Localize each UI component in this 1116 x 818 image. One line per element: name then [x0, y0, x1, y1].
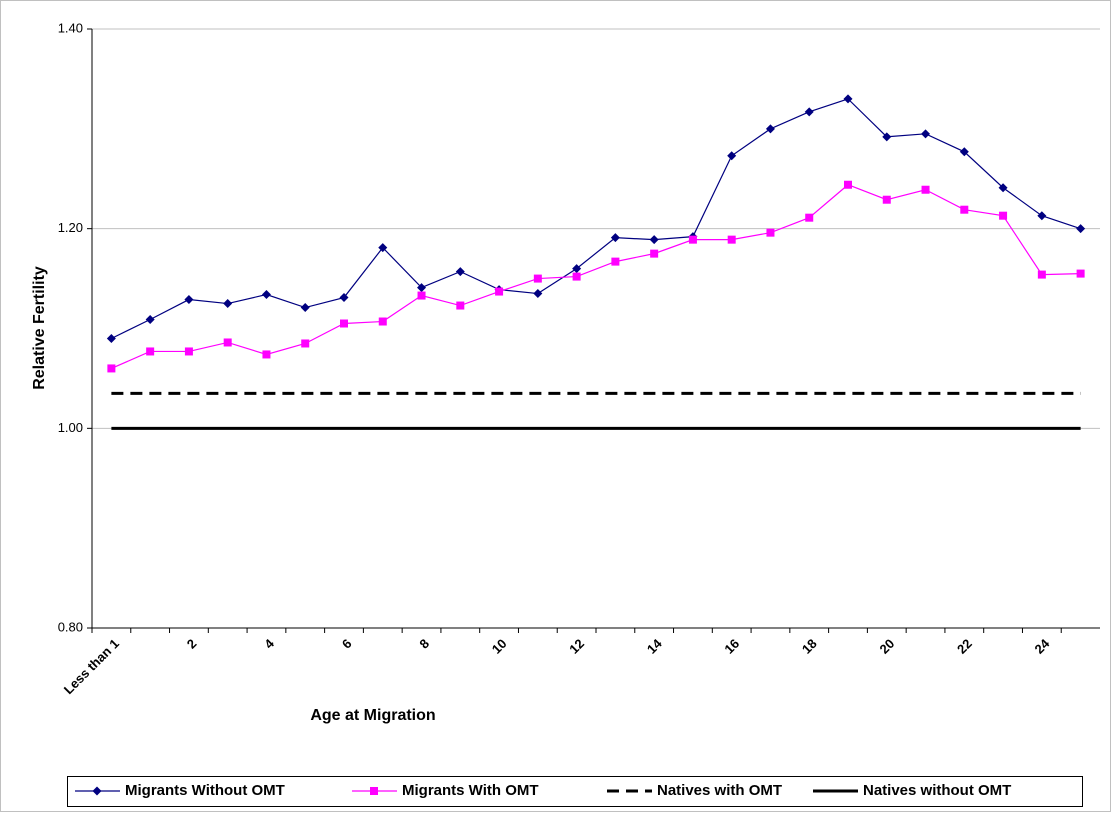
line — [111, 184, 1081, 369]
marker — [999, 211, 1008, 220]
marker — [417, 283, 427, 293]
legend-label: Migrants With OMT — [402, 782, 539, 799]
marker — [301, 339, 310, 348]
marker — [921, 129, 931, 139]
marker — [804, 107, 814, 117]
marker — [844, 180, 852, 189]
marker — [611, 257, 620, 266]
marker — [649, 235, 659, 245]
marker — [766, 228, 775, 237]
marker — [107, 364, 116, 373]
marker — [339, 293, 349, 303]
marker — [300, 303, 310, 313]
series — [107, 180, 1085, 373]
marker — [805, 213, 814, 222]
marker — [882, 195, 891, 204]
marker — [998, 183, 1008, 193]
marker — [417, 291, 426, 300]
marker — [261, 290, 271, 300]
x-axis-title: Age at Migration — [310, 707, 435, 724]
series — [106, 94, 1086, 343]
marker — [456, 301, 465, 310]
marker — [960, 205, 969, 214]
marker — [1076, 224, 1086, 234]
marker — [650, 249, 659, 258]
legend-label: Natives with OMT — [657, 782, 782, 799]
marker — [378, 243, 388, 253]
marker — [572, 272, 581, 281]
y-tick-label: 1.00 — [58, 420, 83, 435]
marker — [1076, 269, 1085, 278]
marker — [223, 299, 233, 309]
marker — [184, 295, 194, 305]
marker — [688, 235, 697, 244]
marker — [145, 315, 155, 325]
marker — [533, 289, 543, 299]
marker — [572, 264, 582, 274]
marker — [223, 338, 232, 347]
marker — [843, 94, 853, 104]
y-axis-title: Relative Fertility — [31, 266, 48, 390]
marker — [262, 350, 271, 359]
marker — [610, 233, 620, 243]
marker — [921, 185, 930, 194]
marker — [727, 235, 736, 244]
marker — [495, 287, 504, 296]
marker — [378, 317, 387, 326]
legend-label: Natives without OMT — [863, 782, 1011, 799]
marker — [455, 267, 465, 277]
marker — [765, 124, 775, 134]
marker — [533, 274, 542, 283]
y-tick-label: 1.40 — [58, 20, 83, 35]
marker — [106, 333, 116, 343]
legend-label: Migrants Without OMT — [125, 782, 285, 799]
marker — [727, 151, 737, 161]
y-tick-label: 1.20 — [58, 220, 83, 235]
marker — [146, 347, 155, 356]
marker — [882, 132, 892, 142]
marker — [1037, 270, 1046, 279]
marker — [1037, 211, 1047, 221]
legend-marker — [92, 786, 102, 796]
marker — [184, 347, 193, 356]
legend-marker — [370, 787, 378, 795]
y-tick-label: 0.80 — [58, 619, 83, 634]
marker — [340, 319, 348, 328]
legend-box — [67, 776, 1083, 807]
line — [111, 98, 1081, 340]
marker — [959, 147, 969, 157]
